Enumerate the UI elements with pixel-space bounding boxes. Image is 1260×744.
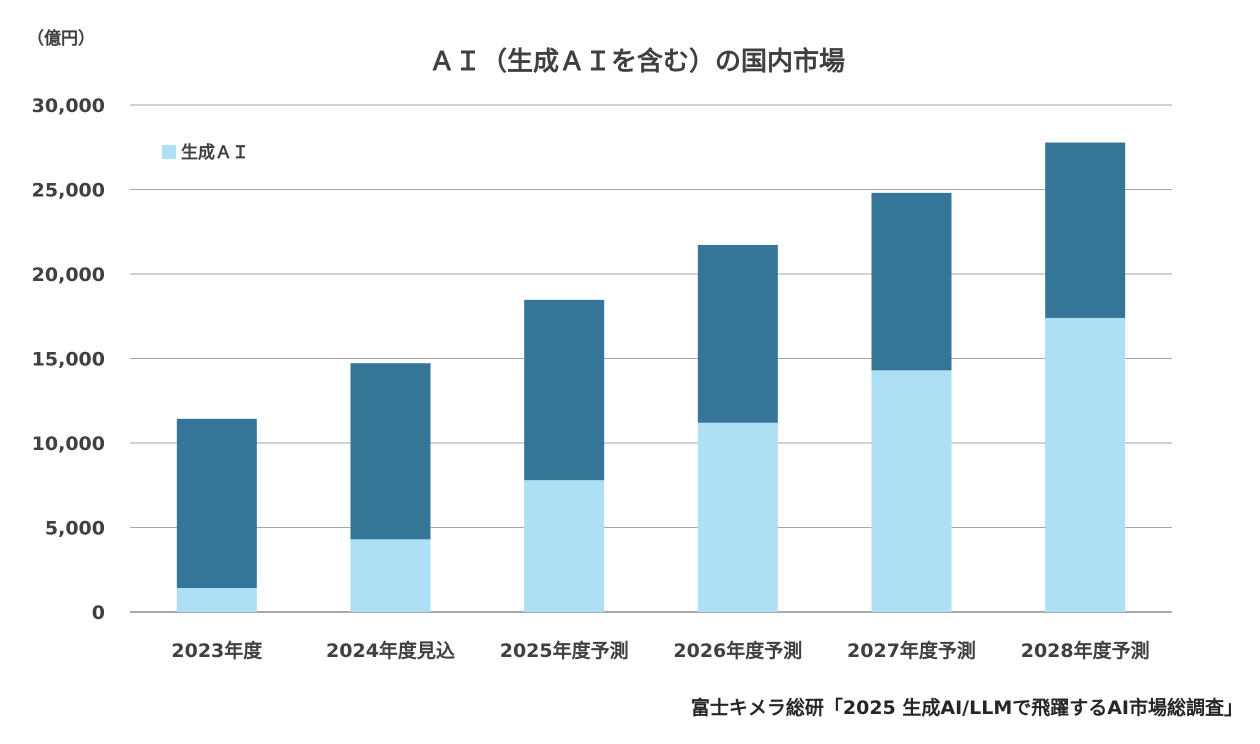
y-tick-label: 20,000 — [32, 264, 105, 286]
y-tick-label: 15,000 — [32, 349, 105, 371]
x-tick-label: 2026年度予測 — [673, 639, 802, 662]
bar-other-ai — [871, 192, 952, 371]
bar-genai — [697, 422, 778, 612]
y-tick-label: 5,000 — [45, 518, 105, 540]
bar-genai — [524, 480, 605, 612]
x-tick-label: 2028年度予測 — [1021, 639, 1150, 662]
bar-other-ai — [350, 363, 431, 540]
x-tick-label: 2027年度予測 — [847, 639, 976, 662]
x-tick-label: 2023年度 — [171, 639, 263, 662]
legend-swatch-genai — [162, 145, 176, 159]
chart-title: ＡＩ（生成ＡＩを含む）の国内市場 — [429, 46, 845, 77]
source-note: 富士キメラ総研「2025 生成AI/LLMで飛躍するAI市場総調査」 — [691, 696, 1243, 719]
bar-other-ai — [176, 418, 257, 589]
y-tick-label: 0 — [92, 602, 105, 624]
x-tick-label: 2024年度見込 — [326, 639, 455, 662]
bar-genai — [176, 588, 257, 612]
bar-other-ai — [1045, 142, 1126, 318]
bar-genai — [871, 370, 952, 612]
x-axis-ticks: 2023年度 2024年度見込 2025年度予測 2026年度予測 2027年度予測 20… — [171, 639, 1149, 662]
y-axis-ticks: 0 5,000 10,000 15,000 20,000 25,000 30,000 — [32, 95, 105, 624]
gridlines — [130, 104, 1172, 613]
bar-genai — [350, 539, 431, 612]
bars — [176, 142, 1126, 612]
y-tick-label: 30,000 — [32, 95, 105, 117]
y-tick-label: 25,000 — [32, 180, 105, 202]
bar-genai — [1045, 317, 1126, 612]
bar-other-ai — [697, 244, 778, 423]
y-tick-label: 10,000 — [32, 433, 105, 455]
legend-label-genai: 生成ＡＩ — [181, 142, 249, 163]
x-tick-label: 2025年度予測 — [500, 639, 629, 662]
legend: 生成ＡＩ — [162, 142, 249, 163]
unit-label: （億円） — [27, 28, 95, 49]
bar-other-ai — [524, 299, 605, 481]
